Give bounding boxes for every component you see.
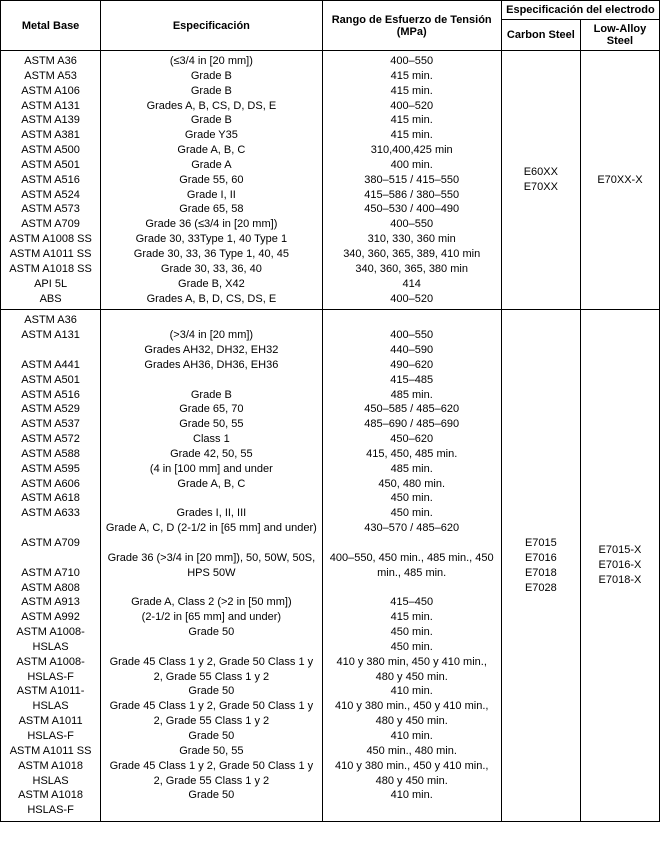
header-metal: Metal Base bbox=[1, 1, 101, 51]
header-rango: Rango de Esfuerzo de Tensión (MPa) bbox=[322, 1, 501, 51]
table-row: ASTM A36ASTM A53ASTM A106ASTM A131ASTM A… bbox=[1, 51, 660, 310]
header-elec: Especificación del electrodo bbox=[501, 1, 659, 20]
header-spec: Especificación bbox=[101, 1, 322, 51]
rango-cell: 400–550415 min.415 min.400–520415 min.41… bbox=[322, 51, 501, 310]
spec-cell: (≤3/4 in [20 mm])Grade BGrade BGrades A,… bbox=[101, 51, 322, 310]
carbon-cell: E7015E7016E7018E7028 bbox=[501, 310, 580, 822]
steel-electrode-table: Metal Base Especificación Rango de Esfue… bbox=[0, 0, 660, 822]
metal-cell: ASTM A36ASTM A131 ASTM A441ASTM A501ASTM… bbox=[1, 310, 101, 822]
metal-cell: ASTM A36ASTM A53ASTM A106ASTM A131ASTM A… bbox=[1, 51, 101, 310]
header-lowalloy: Low-Alloy Steel bbox=[580, 20, 659, 51]
table-row: ASTM A36ASTM A131 ASTM A441ASTM A501ASTM… bbox=[1, 310, 660, 822]
carbon-cell: E60XXE70XX bbox=[501, 51, 580, 310]
rango-cell: 400–550440–590490–620415–485485 min.450–… bbox=[322, 310, 501, 822]
lowalloy-cell: E70XX-X bbox=[580, 51, 659, 310]
lowalloy-cell: E7015-XE7016-XE7018-X bbox=[580, 310, 659, 822]
header-carbon: Carbon Steel bbox=[501, 20, 580, 51]
spec-cell: (>3/4 in [20 mm])Grades AH32, DH32, EH32… bbox=[101, 310, 322, 822]
